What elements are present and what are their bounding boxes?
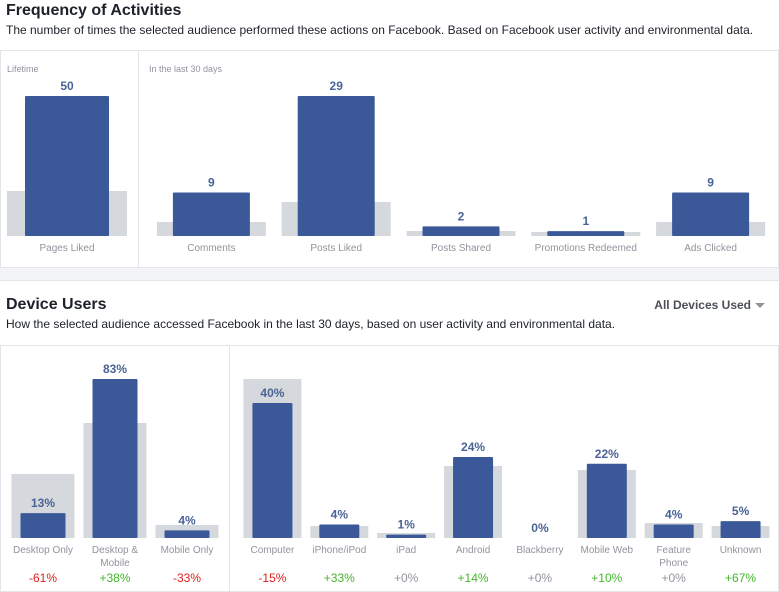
- data-label: 83%: [103, 362, 127, 376]
- data-bar: [319, 524, 360, 538]
- devices-title: Device Users: [6, 296, 107, 313]
- recent-label: In the last 30 days: [149, 64, 223, 74]
- data-label: 1: [582, 214, 589, 228]
- data-label: 22%: [595, 447, 619, 461]
- data-bar: [653, 524, 694, 538]
- tick-label: Promotions Redeemed: [535, 243, 637, 254]
- change-label: +38%: [99, 571, 130, 585]
- tick-label: Posts Shared: [431, 243, 491, 254]
- tick-label: Blackberry: [516, 545, 563, 556]
- change-label: +0%: [528, 571, 553, 585]
- data-bar: [720, 521, 761, 538]
- data-label: 9: [707, 176, 714, 190]
- data-bar: [172, 192, 250, 236]
- data-label: 5%: [732, 504, 750, 518]
- data-bar: [386, 534, 427, 538]
- devices-dropdown-label[interactable]: All Devices Used: [654, 298, 751, 312]
- tick-label: iPad: [396, 545, 416, 556]
- tick-label: Desktop Only: [13, 545, 73, 556]
- tick-label: Mobile: [100, 558, 130, 569]
- tick-label: Ads Clicked: [684, 243, 737, 254]
- change-label: +10%: [591, 571, 622, 585]
- change-label: -15%: [258, 571, 286, 585]
- devices-subtitle: How the selected audience accessed Faceb…: [6, 317, 616, 331]
- tick-label: Unknown: [720, 545, 762, 556]
- tick-label: Desktop &: [92, 545, 138, 556]
- tick-label: Posts Liked: [310, 243, 362, 254]
- tick-label: Phone: [659, 558, 688, 569]
- data-label: 4%: [665, 508, 683, 522]
- change-label: +67%: [725, 571, 756, 585]
- tick-label: iPhone/iPod: [312, 545, 366, 556]
- tick-label: Comments: [187, 243, 235, 254]
- data-label: 2: [458, 209, 465, 223]
- data-label: 40%: [260, 386, 284, 400]
- change-label: -33%: [173, 571, 201, 585]
- data-label: 1%: [398, 518, 416, 532]
- change-label: +14%: [458, 571, 489, 585]
- data-label: 13%: [31, 496, 55, 510]
- data-bar: [164, 530, 210, 538]
- tick-label: Computer: [250, 545, 295, 556]
- data-label: 4%: [178, 513, 196, 527]
- tick-label: Mobile Only: [161, 545, 214, 556]
- change-label: +33%: [324, 571, 355, 585]
- data-bar: [25, 96, 109, 236]
- data-bar: [672, 192, 750, 236]
- data-bar: [20, 513, 66, 538]
- data-bar: [297, 96, 375, 236]
- tick-label: Pages Liked: [39, 243, 94, 254]
- devices-dropdown[interactable]: All Devices Used: [654, 298, 765, 312]
- chevron-down-icon[interactable]: [755, 302, 765, 308]
- change-label: +0%: [394, 571, 419, 585]
- change-label: -61%: [29, 571, 57, 585]
- change-label: +0%: [662, 571, 687, 585]
- data-bar: [92, 379, 138, 538]
- frequency-subtitle: The number of times the selected audienc…: [6, 23, 754, 37]
- tick-label: Android: [456, 545, 490, 556]
- data-bar: [547, 231, 625, 236]
- tick-label: Feature: [656, 545, 691, 556]
- data-label: 9: [208, 176, 215, 190]
- data-label: 4%: [331, 508, 349, 522]
- section-divider: [0, 267, 779, 281]
- frequency-title: Frequency of Activities: [6, 2, 182, 19]
- lifetime-label: Lifetime: [7, 64, 39, 74]
- data-label: 50: [60, 79, 74, 93]
- data-label: 29: [330, 79, 344, 93]
- device-type-panel: [229, 345, 779, 592]
- tick-label: Mobile Web: [581, 545, 634, 556]
- data-label: 0%: [531, 521, 549, 535]
- data-bar: [252, 403, 293, 538]
- data-bar: [422, 226, 500, 236]
- data-bar: [586, 463, 627, 538]
- data-bar: [453, 457, 494, 538]
- data-label: 24%: [461, 440, 485, 454]
